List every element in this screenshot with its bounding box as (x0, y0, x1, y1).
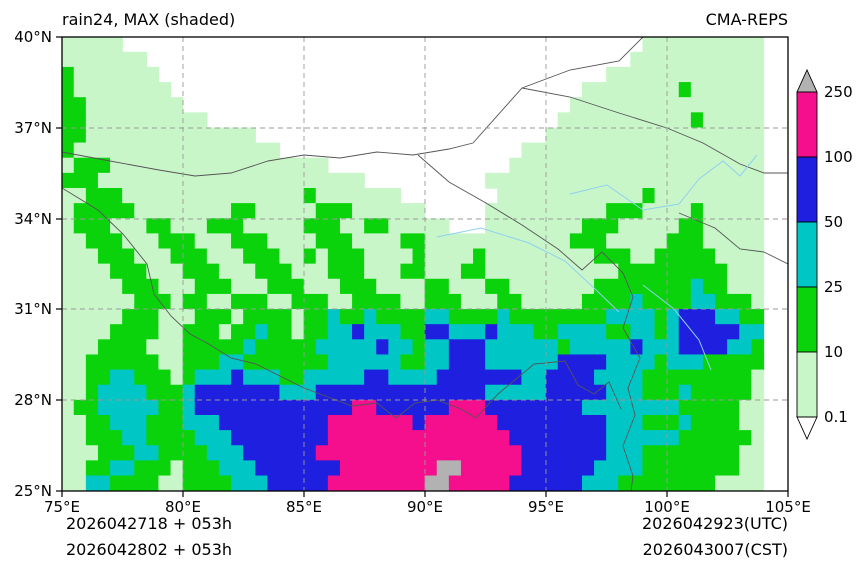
y-tick-40n: 40°N (14, 28, 52, 46)
map-boundaries (62, 37, 788, 491)
cbar-label-100: 100 (824, 148, 853, 166)
boundary-east-meridional (417, 154, 641, 491)
valid-time-utc: 2026042923(UTC) (642, 514, 788, 533)
precip-shading (62, 37, 765, 491)
colorbar (796, 68, 818, 441)
cbar-label-25: 25 (824, 278, 843, 296)
river-yangtze (436, 227, 620, 313)
x-tick-90e: 90°E (407, 498, 443, 516)
colorbar-seg-10-25 (796, 286, 818, 353)
rivers (436, 154, 758, 371)
plot-title: rain24, MAX (shaded) (62, 10, 235, 29)
colorbar-over-triangle (796, 68, 818, 93)
valid-time-cst: 2026043007(CST) (643, 540, 788, 559)
boundary-northeast (521, 87, 788, 174)
river-southeast (642, 284, 712, 371)
x-tick-100e: 100°E (644, 498, 690, 516)
y-tick-28n: 28°N (14, 391, 52, 409)
y-tick-37n: 37°N (14, 119, 52, 137)
boundary-sichuan (678, 212, 788, 265)
y-axis-labels: 40°N 37°N 34°N 31°N 28°N 25°N (14, 28, 52, 500)
footer: 2026042718 + 053h 2026042802 + 053h 2026… (66, 514, 788, 559)
cbar-label-250: 250 (824, 83, 853, 101)
x-tick-80e: 80°E (165, 498, 201, 516)
x-axis-labels: 75°E 80°E 85°E 90°E 95°E 100°E 105°E (44, 498, 811, 516)
cbar-label-50: 50 (824, 213, 843, 231)
graticule (62, 37, 788, 491)
boundary-himalaya (62, 187, 622, 419)
x-tick-95e: 95°E (528, 498, 564, 516)
cbar-label-10: 10 (824, 343, 843, 361)
tick-marks (56, 36, 789, 497)
colorbar-seg-100-250 (796, 91, 818, 158)
boundary-north-central (472, 37, 644, 144)
y-tick-31n: 31°N (14, 300, 52, 318)
colorbar-seg-50-100 (796, 156, 818, 223)
init-time-line2: 2026042802 + 053h (66, 540, 232, 559)
cbar-label-0.1: 0.1 (824, 408, 848, 426)
colorbar-seg-0.1-10 (796, 351, 818, 418)
x-tick-105e: 105°E (765, 498, 811, 516)
model-name: CMA-REPS (706, 10, 788, 29)
y-tick-34n: 34°N (14, 210, 52, 228)
colorbar-seg-25-50 (796, 221, 818, 288)
x-tick-75e: 75°E (44, 498, 80, 516)
y-tick-25n: 25°N (14, 482, 52, 500)
river-yellow (569, 154, 758, 211)
colorbar-under-triangle (796, 416, 818, 441)
boundary-north-west (62, 142, 474, 177)
colorbar-labels: 250 100 50 25 10 0.1 (824, 83, 853, 426)
x-tick-85e: 85°E (286, 498, 322, 516)
init-time-line1: 2026042718 + 053h (66, 514, 232, 533)
